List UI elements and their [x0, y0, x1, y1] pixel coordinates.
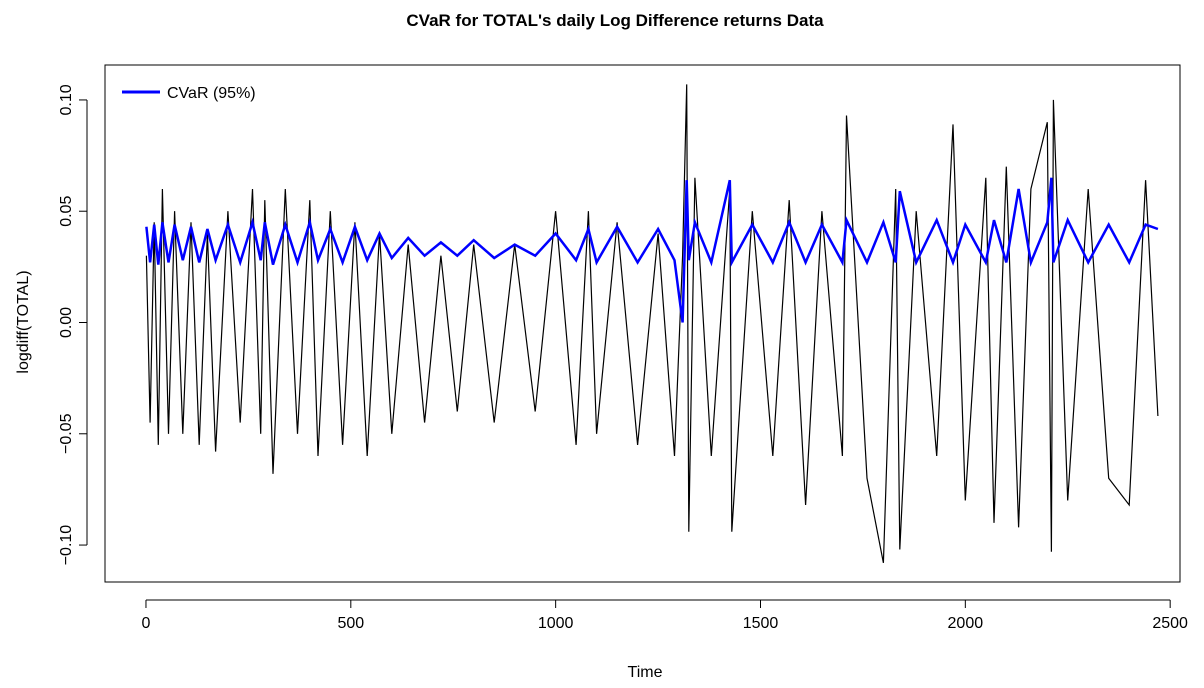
y-axis-label: logdiff(TOTAL): [15, 270, 32, 373]
legend-label: CVaR (95%): [167, 85, 256, 102]
x-tick-label: 2500: [1152, 615, 1188, 632]
x-tick-label: 500: [337, 615, 364, 632]
x-tick-label: 2000: [948, 615, 984, 632]
y-tick-label: −0.05: [58, 413, 75, 454]
y-tick-label: 0.00: [58, 307, 75, 338]
x-axis-label: Time: [628, 664, 663, 681]
x-tick-label: 0: [142, 615, 151, 632]
x-tick-label: 1000: [538, 615, 574, 632]
y-tick-label: 0.05: [58, 196, 75, 227]
plot-frame: [104, 64, 1181, 583]
series-line: [145, 177, 1159, 323]
series-line: [145, 84, 1159, 564]
chart-title: CVaR for TOTAL's daily Log Difference re…: [406, 11, 824, 30]
y-tick-label: −0.10: [58, 525, 75, 566]
y-tick-label: 0.10: [58, 84, 75, 115]
x-tick-label: 1500: [743, 615, 779, 632]
